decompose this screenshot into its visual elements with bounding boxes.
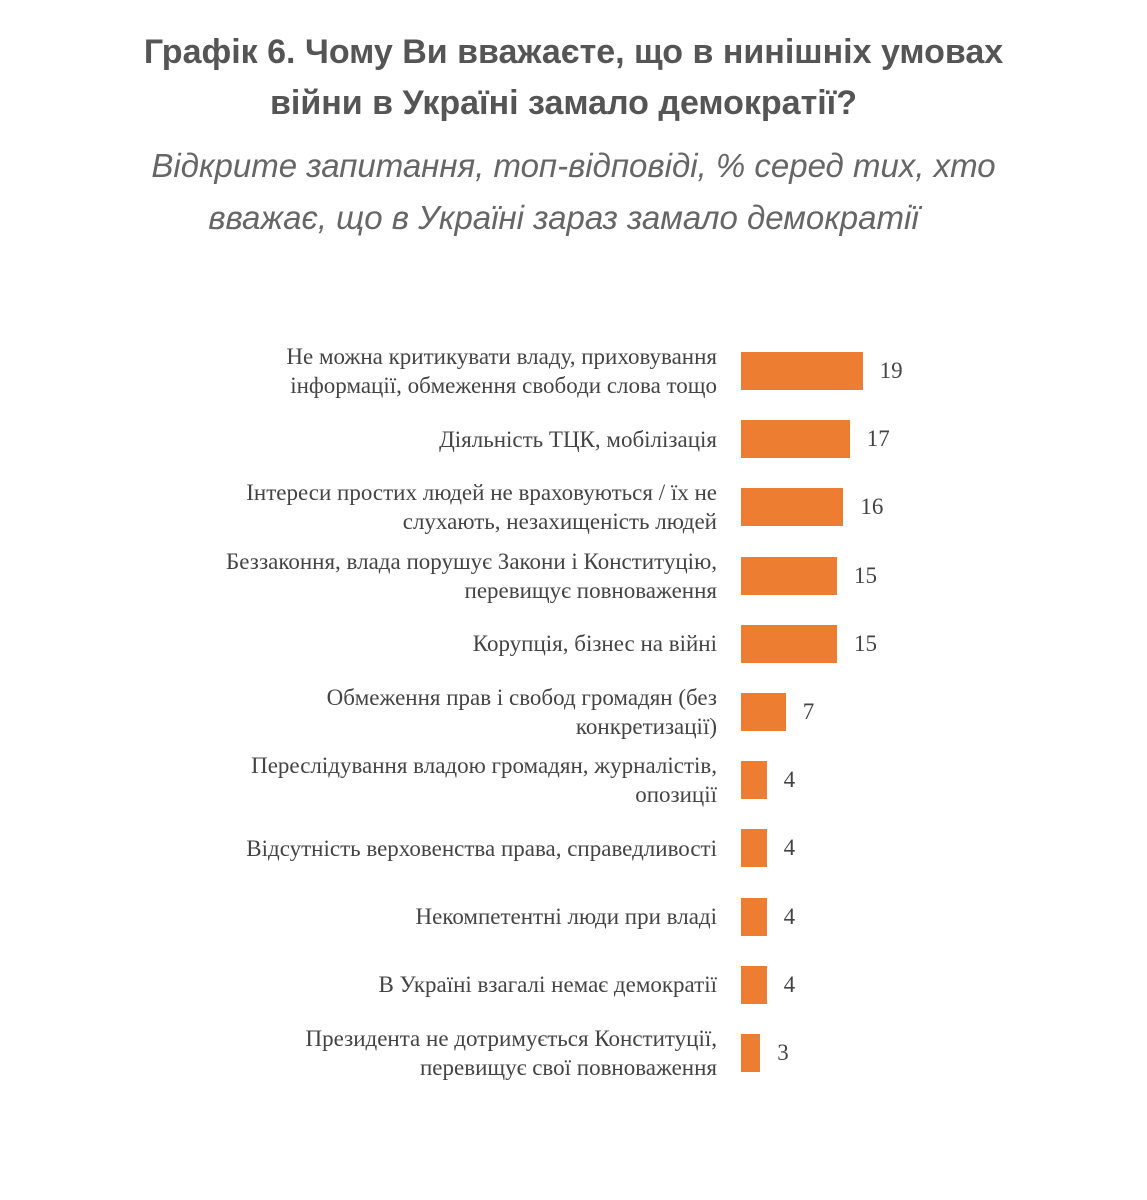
data-label: 4 <box>783 767 796 793</box>
category-label-line: Відсутність верховенства права, справедл… <box>246 835 717 861</box>
category-label-line: Переслідування владою громадян, журналіс… <box>251 753 717 779</box>
data-label: 4 <box>783 971 796 997</box>
category-label-line: Корупція, бізнес на війні <box>472 631 717 657</box>
category-label-line: Президента не дотримується Конституції, <box>305 1026 717 1051</box>
bar <box>741 693 786 731</box>
bar <box>741 897 767 936</box>
category-label-line: Обмеження прав і свобод громадян (без <box>326 685 717 710</box>
category-label-line: перевищує повноваження <box>464 577 717 603</box>
category-label-line: Інтереси простих людей не враховуються /… <box>246 480 717 506</box>
bar <box>741 488 844 527</box>
category-label: Не можна критикувати владу, приховування… <box>286 342 717 400</box>
chart-title-line-2: війни в Україні замало демократії? <box>270 84 857 122</box>
data-label: 7 <box>802 699 815 724</box>
category-label: Некомпетентні люди при владі <box>416 902 717 931</box>
bar <box>741 965 767 1004</box>
data-label: 16 <box>860 494 884 520</box>
data-label: 19 <box>879 358 903 383</box>
data-label: 17 <box>866 426 890 452</box>
category-label: Відсутність верховенства права, справедл… <box>246 834 717 863</box>
category-label: Переслідування владою громадян, журналіс… <box>251 751 717 809</box>
bar <box>741 829 767 868</box>
data-label: 3 <box>777 1040 789 1065</box>
category-label-line: конкретизації) <box>575 714 717 739</box>
bar <box>741 761 767 800</box>
bar <box>741 420 850 459</box>
category-label-line: Беззаконня, влада порушує Закони і Конст… <box>226 548 717 574</box>
data-label: 4 <box>783 903 796 929</box>
data-label: 15 <box>854 630 877 656</box>
chart-title-line-1: Графік 6. Чому Ви вважаєте, що в нинішні… <box>143 33 1004 71</box>
category-label: Інтереси простих людей не враховуються /… <box>246 478 717 536</box>
data-label: 4 <box>783 835 796 861</box>
category-label: Обмеження прав і свобод громадян (без кон… <box>327 683 717 741</box>
category-label: Президента не дотримується Конституції, п… <box>306 1024 717 1082</box>
bar <box>741 352 863 390</box>
bar <box>741 1034 761 1072</box>
category-label-line: В Україні взагалі немає демократії <box>378 972 717 998</box>
category-label: В Україні взагалі немає демократії <box>378 970 717 999</box>
bar <box>741 556 837 595</box>
chart-subtitle-line-2: вважає, що в Україні зараз замало демокр… <box>208 199 919 236</box>
bar <box>741 624 837 663</box>
category-label-line: опозиції <box>635 782 717 808</box>
category-label: Діяльність ТЦК, мобілізація <box>439 425 717 454</box>
category-label: Корупція, бізнес на війні <box>473 629 717 658</box>
category-label-line: перевищує свої повноваження <box>419 1055 717 1080</box>
category-label-line: інформації, обмеження свободи слова тощо <box>290 373 717 398</box>
chart-subtitle-line-1: Відкрите запитання, топ-відповіді, % сер… <box>151 147 996 184</box>
data-label: 15 <box>854 562 877 588</box>
category-label-line: Діяльність ТЦК, мобілізація <box>439 426 717 452</box>
category-label-line: Не можна критикувати владу, приховування <box>286 344 717 369</box>
category-label-line: Некомпетентні люди при владі <box>415 904 717 930</box>
category-label: Беззаконня, влада порушує Закони і Конст… <box>226 547 717 605</box>
category-label-line: слухають, незахищеність людей <box>402 509 717 535</box>
